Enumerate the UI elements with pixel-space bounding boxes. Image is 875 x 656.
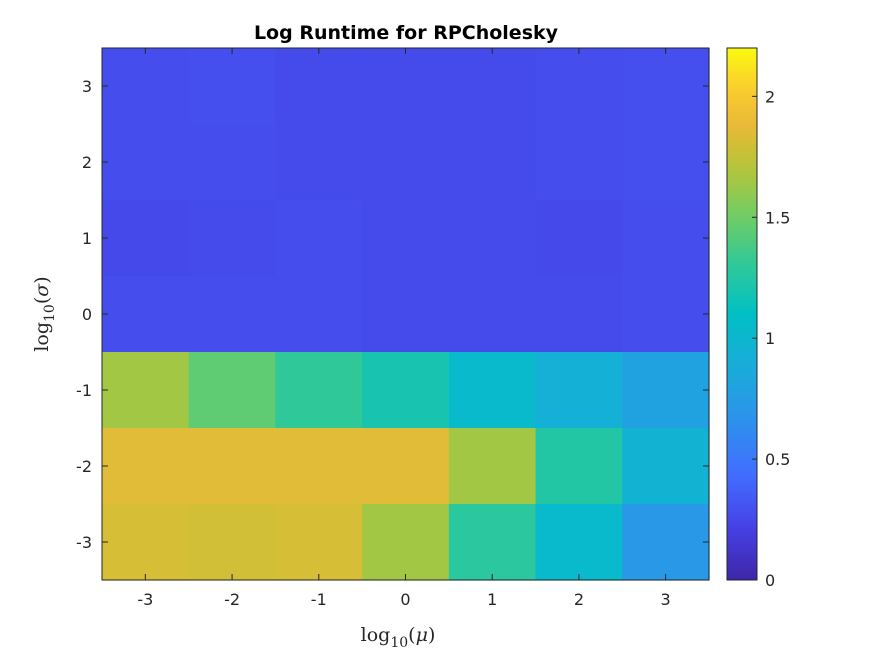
heatmap-cell: [102, 124, 190, 201]
y-axis: 3 2 1 0 -1 -2 -3: [76, 77, 709, 552]
heatmap-cell: [535, 504, 623, 581]
heatmap-cell: [448, 428, 537, 505]
x-axis: -3 -2 -1 0 1 2 3: [137, 48, 671, 609]
heatmap-cell: [102, 276, 190, 353]
heatmap-cell: [622, 48, 710, 125]
heatmap-cell: [188, 200, 277, 277]
heatmap-cell: [275, 504, 363, 581]
y-tick-label: 1: [82, 229, 92, 248]
heatmap-cell: [362, 124, 450, 201]
heatmap-cell: [622, 276, 710, 353]
heatmap-cell: [188, 352, 277, 429]
y-tick-label: -3: [76, 533, 92, 552]
heatmap-cells: [102, 48, 710, 581]
heatmap-cell: [448, 200, 537, 277]
colorbar-tick-label: 0: [765, 571, 775, 590]
x-tick-label: -1: [311, 590, 327, 609]
y-tick-label: 2: [82, 153, 92, 172]
heatmap-cell: [275, 352, 363, 429]
heatmap-cell: [362, 200, 450, 277]
heatmap-cell: [622, 428, 710, 505]
heatmap-cell: [102, 352, 190, 429]
heatmap-cell: [448, 124, 537, 201]
y-axis-label: log10(σ): [31, 276, 58, 351]
heatmap-cell: [188, 48, 277, 125]
heatmap-cell: [102, 504, 190, 581]
x-tick-label: 3: [661, 590, 671, 609]
y-tick-label: -1: [76, 381, 92, 400]
colorbar-tick-label: 0.5: [765, 450, 790, 469]
heatmap-cell: [188, 428, 277, 505]
x-tick-label: 0: [400, 590, 410, 609]
heatmap-cell: [362, 504, 450, 581]
colorbar-tick-label: 1: [765, 329, 775, 348]
heatmap-cell: [188, 124, 277, 201]
heatmap-cell: [535, 352, 623, 429]
heatmap-cell: [448, 276, 537, 353]
y-tick-label: 3: [82, 77, 92, 96]
colorbar-ticks: 0 0.5 1 1.5 2: [752, 87, 790, 590]
heatmap-cell: [102, 200, 190, 277]
heatmap-cell: [102, 428, 190, 505]
heatmap-cell: [622, 124, 710, 201]
heatmap-cell: [448, 504, 537, 581]
heatmap-cell: [275, 48, 363, 125]
y-tick-label: 0: [82, 305, 92, 324]
heatmap-cell: [188, 276, 277, 353]
chart-title: Log Runtime for RPCholesky: [254, 22, 559, 44]
x-axis-label: log10(μ): [361, 624, 436, 651]
x-tick-label: 1: [487, 590, 497, 609]
heatmap-cell: [275, 124, 363, 201]
x-tick-label: -3: [137, 590, 153, 609]
heatmap-cell: [535, 48, 623, 125]
heatmap-cell: [362, 352, 450, 429]
heatmap-cell: [188, 504, 277, 581]
heatmap-cell: [275, 276, 363, 353]
colorbar: [726, 47, 758, 581]
heatmap-cell: [622, 504, 710, 581]
y-tick-label: -2: [76, 457, 92, 476]
heatmap-cell: [362, 48, 450, 125]
colorbar-tick-label: 1.5: [765, 208, 790, 227]
heatmap-cell: [448, 352, 537, 429]
heatmap-cell: [362, 428, 450, 505]
heatmap-cell: [102, 48, 190, 125]
heatmap-cell: [535, 428, 623, 505]
x-tick-label: 2: [574, 590, 584, 609]
colorbar-tick-label: 2: [765, 87, 775, 106]
x-tick-label: -2: [224, 590, 240, 609]
heatmap-cell: [535, 124, 623, 201]
heatmap-cell: [275, 428, 363, 505]
heatmap-cell: [535, 276, 623, 353]
heatmap-cell: [622, 352, 710, 429]
heatmap-cell: [535, 200, 623, 277]
heatmap-cell: [622, 200, 710, 277]
heatmap-cell: [362, 276, 450, 353]
heatmap-cell: [448, 48, 537, 125]
heatmap-cell: [275, 200, 363, 277]
